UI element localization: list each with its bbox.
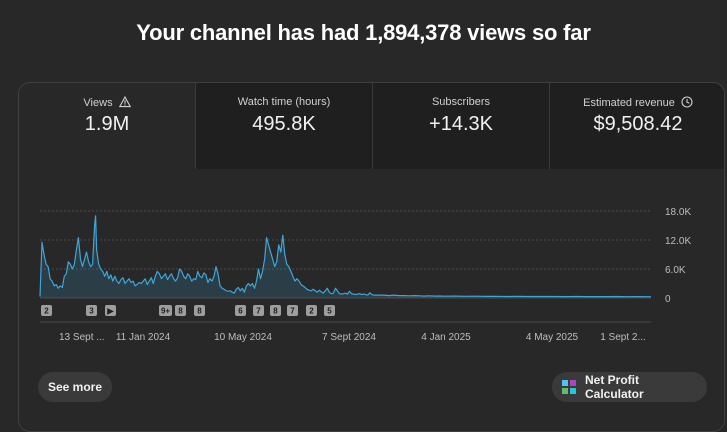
annotation-marker (235, 305, 246, 316)
tab-subscribers-label: Subscribers (431, 96, 491, 108)
tab-subscribers-value: +14.3K (429, 113, 493, 135)
tab-watch-time[interactable]: Watch time (hours) 495.8K (196, 83, 373, 169)
tab-revenue-value: $9,508.42 (593, 113, 683, 135)
annotation-marker-label: 9+ (161, 307, 170, 316)
tab-watch-time-label: Watch time (hours) (237, 96, 331, 108)
annotation-marker-label: 6 (238, 307, 243, 316)
tab-estimated-revenue[interactable]: Estimated revenue $9,508.42 (550, 83, 724, 169)
y-tick-label: 18.0K (665, 207, 691, 218)
annotation-marker (287, 305, 298, 316)
x-tick-label: 1 Sept 2... (600, 332, 646, 343)
x-tick-label: 4 May 2025 (526, 332, 579, 343)
annotation-marker-label: 2 (309, 307, 314, 316)
annotation-marker (194, 305, 205, 316)
net-profit-calculator-button[interactable]: Net Profit Calculator (552, 372, 707, 402)
annotation-marker (270, 305, 281, 316)
views-area (40, 215, 651, 298)
x-tick-label: 13 Sept ... (59, 332, 105, 343)
calculator-logo-icon (562, 380, 576, 394)
tab-views-label: Views (83, 97, 113, 109)
y-tick-label: 6.0K (665, 265, 686, 276)
annotation-marker (253, 305, 264, 316)
x-tick-label: 7 Sept 2024 (322, 332, 376, 343)
x-tick-label: 4 Jan 2025 (421, 332, 471, 343)
annotation-marker (105, 305, 116, 316)
metric-tabs: Views 1.9M Watch time (hours) 495.8K Sub… (19, 83, 724, 169)
clock-icon (681, 96, 693, 108)
y-tick-label: 12.0K (665, 236, 691, 247)
y-tick-label: 0 (665, 294, 671, 305)
see-more-button[interactable]: See more (38, 372, 112, 402)
annotation-marker-label: 3 (89, 307, 94, 316)
views-chart: 18.0K 12.0K 6.0K 0 2 3 ▶ 9+ 8 8 6 7 8 7 2 5 13 Sept ... 1… (39, 207, 691, 343)
annotation-marker (175, 305, 186, 316)
annotation-marker-label: 7 (256, 307, 261, 316)
annotation-marker (159, 305, 172, 316)
tab-views[interactable]: Views 1.9M (19, 83, 196, 169)
annotation-marker (86, 305, 97, 316)
annotation-marker-label: 7 (290, 307, 295, 316)
annotation-marker-label: 5 (327, 307, 332, 316)
x-tick-label: 11 Jan 2024 (116, 332, 171, 343)
net-profit-calculator-label: Net Profit Calculator (585, 373, 644, 401)
tab-watch-time-value: 495.8K (252, 113, 316, 135)
warning-icon (118, 95, 131, 108)
annotation-marker (324, 305, 335, 316)
page-headline: Your channel has had 1,894,378 views so … (136, 20, 591, 45)
annotation-marker-label: 8 (273, 307, 278, 316)
views-line (39, 215, 651, 298)
annotation-marker (306, 305, 317, 316)
annotation-marker-label: 2 (44, 307, 49, 316)
tab-revenue-label: Estimated revenue (583, 97, 675, 109)
annotation-marker-label: 8 (197, 307, 202, 316)
tab-subscribers[interactable]: Subscribers +14.3K (373, 83, 550, 169)
annotation-marker-label: ▶ (106, 307, 114, 316)
tab-views-value: 1.9M (84, 113, 130, 135)
analytics-card: Views 1.9M Watch time (hours) 495.8K Sub… (18, 82, 725, 432)
annotation-marker (41, 305, 52, 316)
annotation-marker-label: 8 (178, 307, 183, 316)
see-more-label: See more (47, 380, 103, 394)
x-tick-label: 10 May 2024 (214, 332, 272, 343)
